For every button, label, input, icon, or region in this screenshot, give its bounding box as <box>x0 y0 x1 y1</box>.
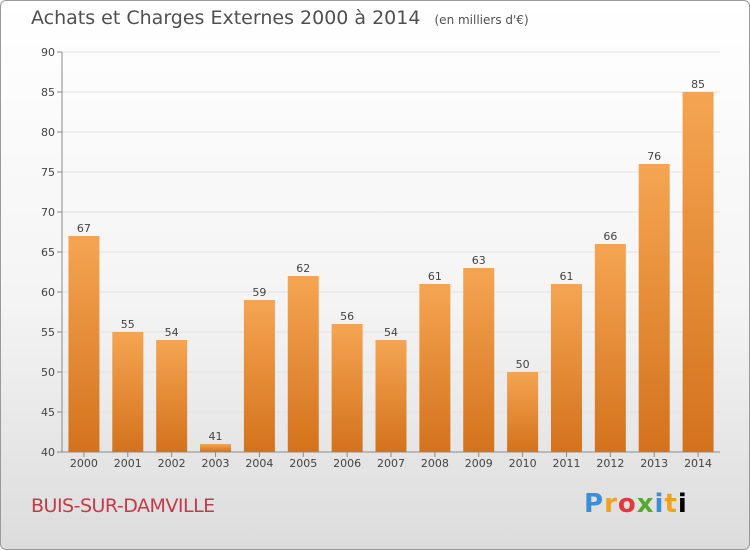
bar <box>68 236 100 452</box>
x-tick-label: 2014 <box>684 457 712 470</box>
x-tick-label: 2003 <box>202 457 230 470</box>
bar <box>419 284 451 452</box>
chart-title: Achats et Charges Externes 2000 à 2014 (… <box>31 7 529 29</box>
bar-value-label: 54 <box>384 326 398 339</box>
x-tick-label: 2002 <box>158 457 186 470</box>
bar-value-label: 61 <box>559 270 573 283</box>
logo-letter: t <box>664 489 678 519</box>
bar-value-label: 85 <box>691 78 705 91</box>
y-tick-label: 55 <box>41 326 55 339</box>
bar <box>156 340 188 452</box>
bar-value-label: 76 <box>647 150 661 163</box>
logo-letter: o <box>617 489 637 519</box>
commune-name: BUIS-SUR-DAMVILLE <box>31 495 215 517</box>
y-tick-label: 75 <box>41 166 55 179</box>
y-tick-label: 85 <box>41 86 55 99</box>
bar-value-label: 59 <box>252 286 266 299</box>
x-tick-label: 2011 <box>552 457 580 470</box>
bar-value-label: 67 <box>77 222 91 235</box>
bar-value-label: 62 <box>296 262 310 275</box>
x-tick-label: 2001 <box>114 457 142 470</box>
bar-value-label: 63 <box>472 254 486 267</box>
x-tick-label: 2008 <box>421 457 449 470</box>
bar <box>682 92 714 452</box>
bar <box>463 268 495 452</box>
bar-value-label: 66 <box>603 230 617 243</box>
x-tick-label: 2009 <box>465 457 493 470</box>
proxiti-logo: Proxiti <box>584 489 688 519</box>
x-tick-label: 2005 <box>289 457 317 470</box>
bar-value-label: 56 <box>340 310 354 323</box>
bar <box>287 276 319 452</box>
chart-title-text: Achats et Charges Externes 2000 à 2014 <box>31 7 421 29</box>
bar <box>507 372 539 452</box>
y-tick-label: 65 <box>41 246 55 259</box>
x-tick-label: 2007 <box>377 457 405 470</box>
bar <box>243 300 275 452</box>
x-tick-label: 2004 <box>245 457 273 470</box>
x-tick-label: 2006 <box>333 457 361 470</box>
y-tick-label: 70 <box>41 206 55 219</box>
logo-letter: P <box>584 489 605 519</box>
bar-value-label: 41 <box>209 430 223 443</box>
x-tick-label: 2010 <box>509 457 537 470</box>
chart-unit: (en milliers d'€) <box>434 13 529 27</box>
y-tick-label: 45 <box>41 406 55 419</box>
x-tick-label: 2000 <box>70 457 98 470</box>
y-tick-label: 40 <box>41 446 55 459</box>
y-tick-label: 80 <box>41 126 55 139</box>
bar <box>331 324 363 452</box>
bar-value-label: 50 <box>516 358 530 371</box>
logo-letter: r <box>604 489 618 519</box>
logo-letter: x <box>636 489 655 519</box>
bar <box>594 244 626 452</box>
bar <box>112 332 144 452</box>
bar-value-label: 61 <box>428 270 442 283</box>
bar <box>638 164 670 452</box>
y-tick-label: 60 <box>41 286 55 299</box>
logo-letter: i <box>654 489 665 519</box>
bar <box>200 444 232 452</box>
x-tick-label: 2013 <box>640 457 668 470</box>
x-tick-label: 2012 <box>596 457 624 470</box>
bar-value-label: 55 <box>121 318 135 331</box>
bar-value-label: 54 <box>165 326 179 339</box>
y-tick-label: 50 <box>41 366 55 379</box>
bar <box>550 284 582 452</box>
logo-letter: i <box>677 489 688 519</box>
bar <box>375 340 407 452</box>
y-tick-label: 90 <box>41 46 55 59</box>
